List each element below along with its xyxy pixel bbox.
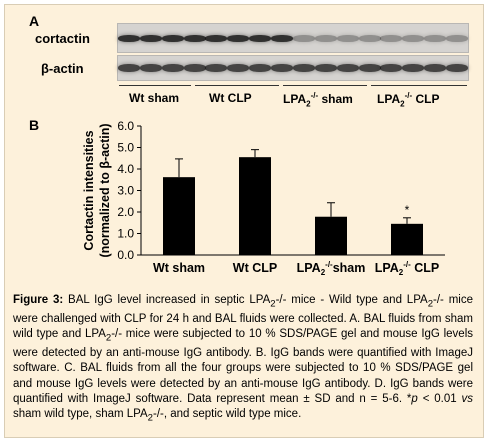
blot-band [292, 34, 315, 42]
y-tick-label: 0.0 [117, 248, 134, 262]
blot-band [161, 34, 184, 42]
western-blot-cortactin [117, 23, 469, 53]
panel-b-label: B [29, 117, 40, 133]
blot-band [117, 34, 140, 42]
western-blot-beta-actin [117, 55, 469, 81]
y-axis-label-line2: (normalized to β-actin) [98, 123, 112, 257]
blot-group-label-1: Wt sham [129, 91, 180, 105]
bar [239, 157, 271, 255]
y-tick-label: 3.0 [117, 184, 134, 198]
y-tick-label: 2.0 [117, 205, 134, 219]
bar [163, 177, 195, 255]
blot-band [183, 64, 206, 72]
blot-band [249, 34, 272, 42]
blot-band [402, 64, 425, 72]
blot-band [139, 64, 162, 72]
panel-a-label: A [29, 13, 40, 29]
figure-caption: Figure 3: BAL IgG level increased in sep… [13, 294, 474, 424]
blot-band [139, 34, 162, 42]
y-tick-label: 5.0 [117, 141, 134, 155]
blot-band [424, 34, 447, 42]
blot-band [314, 64, 337, 72]
significance-marker: * [405, 203, 410, 217]
group-line-4 [371, 85, 467, 86]
blot-band [117, 64, 140, 72]
blot-band [314, 34, 337, 42]
blot-row-label-beta-actin: β-actin [41, 61, 84, 76]
blot-group-label-3: LPA2-/- sham [283, 91, 353, 109]
blot-band [292, 64, 315, 72]
y-tick-label: 6.0 [117, 119, 134, 133]
blot-band [183, 34, 206, 42]
x-category-label: Wt CLP [233, 261, 277, 275]
blot-band [336, 64, 359, 72]
x-category-label: Wt sham [153, 261, 205, 275]
blot-band [424, 64, 447, 72]
caption-label: Figure 3: [13, 294, 64, 306]
x-category-label: LPA2-/-sham [297, 260, 366, 277]
bar-chart-cortactin-intensities: 0.0 1.0 2.0 3.0 4.0 5.0 6.0 Cortactin intensiti… [82, 119, 445, 277]
blot-band [446, 34, 469, 42]
blot-band [249, 64, 272, 72]
blot-band [161, 64, 184, 72]
blot-band [402, 34, 425, 42]
x-category-label: LPA2-/- CLP [375, 260, 440, 277]
y-tick-label: 4.0 [117, 162, 134, 176]
blot-group-label-4: LPA2-/- CLP [377, 91, 440, 109]
blot-band [227, 64, 250, 72]
blot-band [205, 34, 228, 42]
blot-band [205, 64, 228, 72]
blot-band [336, 34, 359, 42]
group-line-2 [195, 85, 279, 86]
blot-band [380, 34, 403, 42]
y-tick-label: 1.0 [117, 227, 134, 241]
blot-group-label-2: Wt CLP [209, 91, 252, 105]
figure-panel: A cortactin β-actin Wt sham Wt CLP LPA2-… [4, 4, 484, 438]
y-axis-label-line1: Cortactin intensities [82, 130, 96, 250]
blot-band [227, 34, 250, 42]
blot-band [446, 64, 469, 72]
blot-band [271, 34, 294, 42]
bar [391, 223, 423, 255]
blot-band [358, 34, 381, 42]
group-line-1 [119, 85, 191, 86]
blot-band [358, 64, 381, 72]
group-line-3 [283, 85, 367, 86]
blot-band [380, 64, 403, 72]
blot-row-label-cortactin: cortactin [35, 31, 90, 46]
blot-band [271, 64, 294, 72]
bar [315, 216, 347, 255]
